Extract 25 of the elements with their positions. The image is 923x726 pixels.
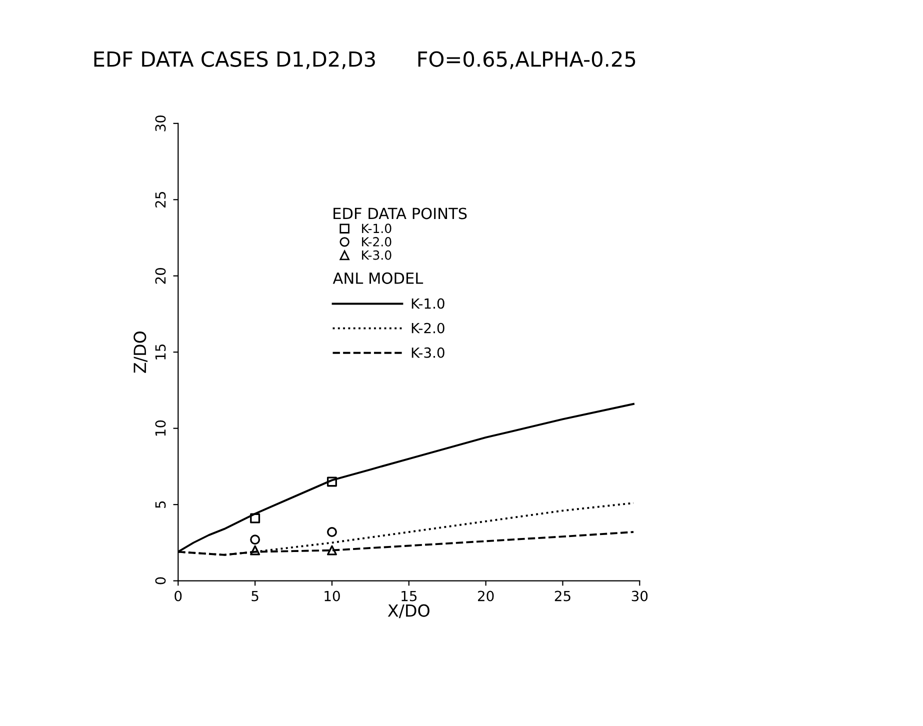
legend-label: K-1.0: [362, 224, 392, 234]
legend-title: EDF DATA POINTS: [334, 208, 467, 220]
x-tick-label: 15: [402, 590, 417, 602]
y-tick-label: 10: [155, 420, 166, 436]
legend-label: K-2.0: [412, 322, 444, 334]
y-tick-label: 5: [155, 501, 166, 508]
x-tick-label: 0: [174, 590, 182, 602]
annotation: ANL MODEL: [332, 272, 424, 284]
x-tick-label: 5: [252, 590, 258, 602]
chart-title: EDF DATA CASES D1,D2,D3 FO=0.65,ALPHA-0.25: [94, 51, 636, 70]
y-tick-label: 15: [155, 344, 166, 360]
x-tick-label: 20: [478, 590, 494, 602]
legend-label: K-3.0: [362, 250, 392, 260]
x-tick-label: 30: [632, 590, 648, 602]
x-tick-label: 25: [554, 590, 570, 602]
legend-label: K-1.0: [412, 298, 444, 309]
y-tick-label: 0: [155, 577, 166, 584]
x-tick-label: 10: [324, 590, 340, 602]
y-tick-label: 20: [155, 268, 166, 284]
y-tick-label: 25: [155, 192, 166, 208]
x-axis-title: X/DO: [388, 604, 430, 618]
y-axis-title: Z/DO: [134, 332, 148, 373]
legend-label: K-3.0: [412, 347, 444, 358]
legend-label: K-2.0: [362, 237, 392, 246]
y-tick-label: 30: [155, 116, 166, 132]
